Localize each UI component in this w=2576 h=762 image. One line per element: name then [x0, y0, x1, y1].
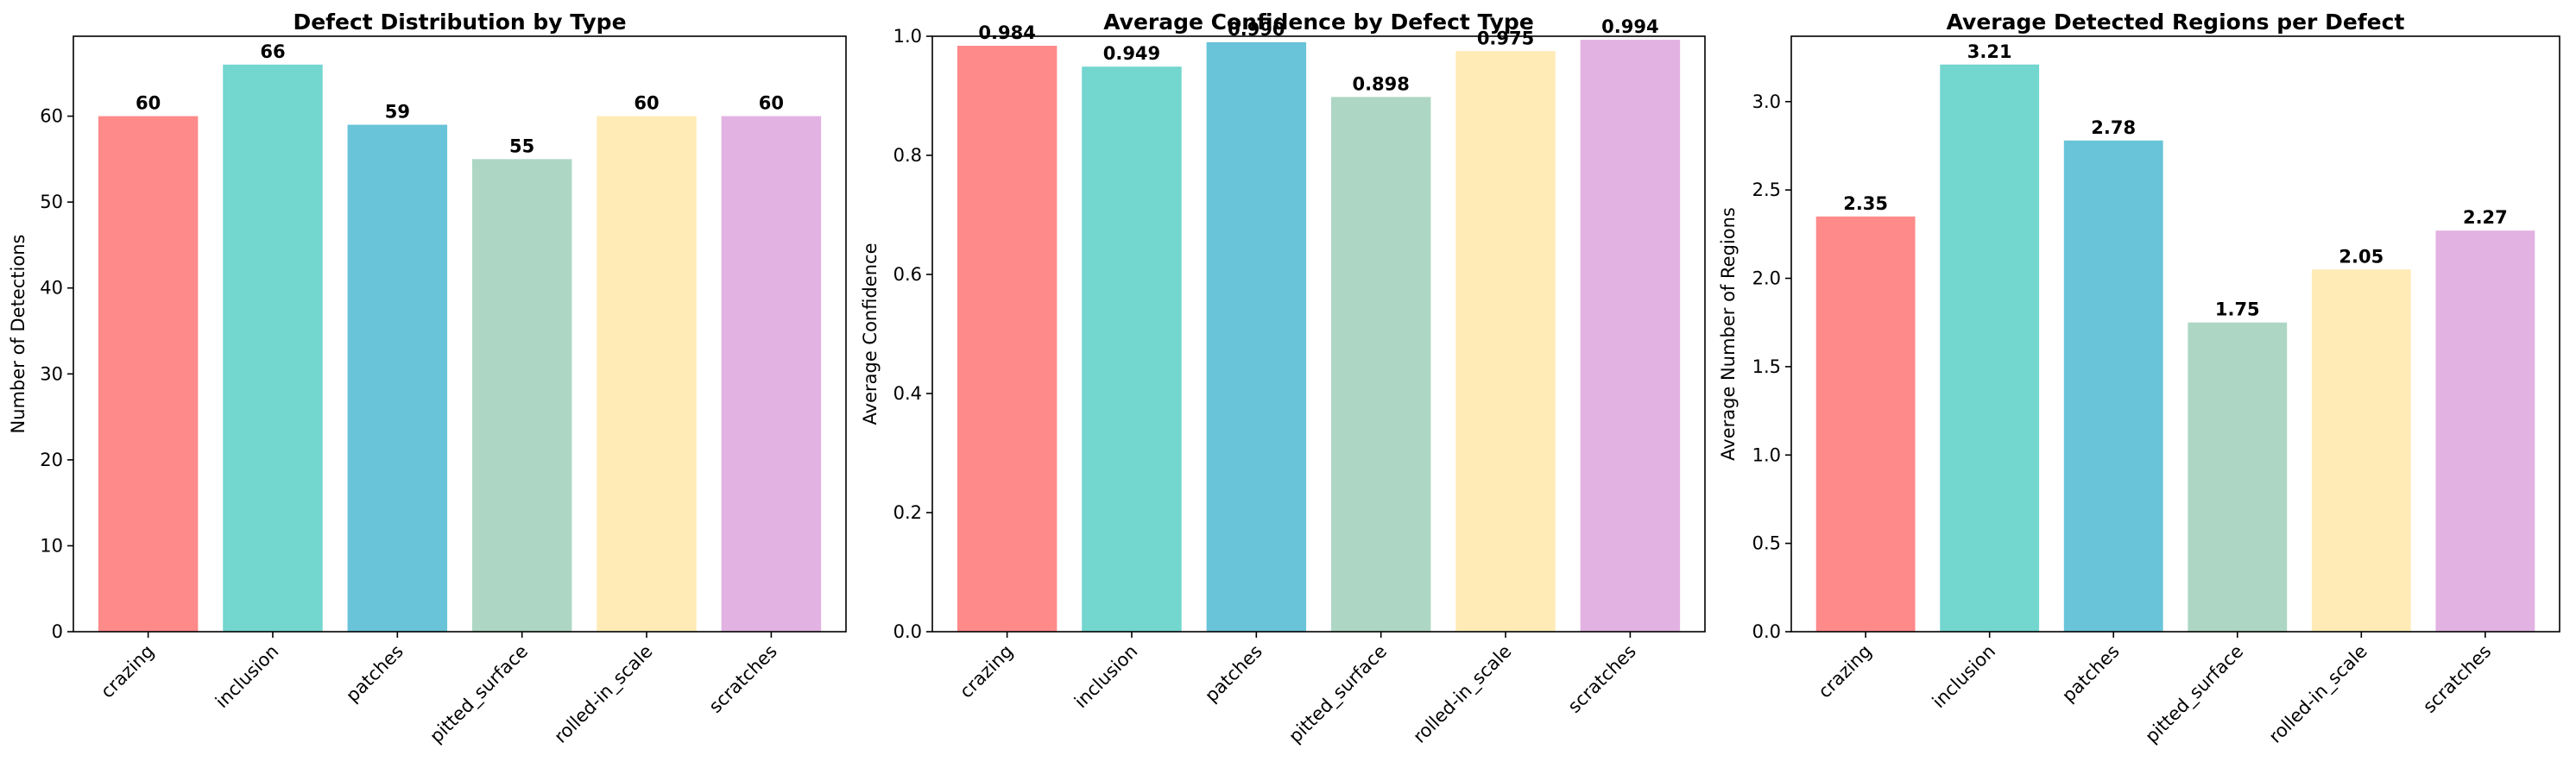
- x-axis-ticks: crazing inclusion patches pitted_surface rol…: [1815, 632, 2495, 748]
- x-tick-label: scratches: [2419, 641, 2495, 717]
- bar-crazing: [1815, 216, 1916, 633]
- x-tick-label: patches: [2058, 641, 2124, 707]
- chart-title: Average Confidence by Defect Type: [1103, 9, 1534, 35]
- y-tick-label: 2.5: [1752, 179, 1781, 200]
- x-tick-label: inclusion: [1070, 641, 1142, 713]
- x-axis-ticks: crazing inclusion patches pitted_surface rol…: [956, 632, 1640, 748]
- bar-scratches: [2435, 230, 2535, 632]
- x-tick-label: patches: [342, 641, 407, 707]
- y-tick-label: 40: [40, 278, 63, 299]
- data-label: 3.21: [1967, 41, 2012, 62]
- y-tick-label: 20: [40, 450, 63, 470]
- bar-crazing: [98, 116, 199, 632]
- axes-frame: [73, 35, 847, 633]
- x-tick-label: pitted_surface: [426, 641, 533, 748]
- y-axis-ticks: 0 10 20 30 40 50 60: [40, 106, 73, 642]
- y-tick-label: 0.6: [893, 264, 922, 285]
- data-label: 0.898: [1352, 73, 1409, 94]
- data-label: 1.75: [2215, 299, 2260, 320]
- bar-scratches: [721, 116, 822, 632]
- x-tick-label: pitted_surface: [1285, 641, 1392, 748]
- bar-pitted_surface: [2188, 322, 2288, 632]
- x-tick-label: rolled-in_scale: [2265, 641, 2372, 748]
- bar-inclusion: [1940, 64, 2040, 632]
- bar-pitted_surface: [1330, 97, 1431, 632]
- y-axis-label: Average Confidence: [860, 243, 881, 425]
- x-tick-label: scratches: [1564, 641, 1640, 717]
- chart-title: Average Detected Regions per Defect: [1947, 9, 2405, 35]
- y-tick-label: 1.0: [893, 26, 922, 47]
- bars: [1815, 64, 2535, 633]
- x-tick-label: patches: [1201, 641, 1266, 707]
- x-tick-label: pitted_surface: [2141, 641, 2248, 748]
- bar-rolled-in_scale: [1455, 51, 1556, 632]
- data-label: 66: [260, 41, 285, 62]
- y-axis-ticks: 0.0 0.2 0.4 0.6 0.8 1.0: [893, 26, 932, 642]
- y-tick-label: 1.0: [1752, 444, 1781, 465]
- x-tick-label: crazing: [956, 641, 1017, 702]
- x-tick-label: inclusion: [1929, 641, 2000, 713]
- y-tick-label: 3.0: [1752, 91, 1781, 112]
- x-axis-ticks: crazing inclusion patches pitted_surface rol…: [97, 632, 781, 748]
- chart-title: Defect Distribution by Type: [293, 9, 626, 35]
- average-regions-chart: Average Detected Regions per Defect Aver…: [1718, 9, 2560, 748]
- x-tick-label: rolled-in_scale: [550, 641, 657, 748]
- y-tick-label: 0.4: [893, 383, 922, 404]
- data-labels: 2.35 3.21 2.78 1.75 2.05 2.27: [1843, 41, 2508, 320]
- data-label: 0.949: [1103, 43, 1160, 64]
- data-label: 2.35: [1843, 193, 1888, 214]
- bar-rolled-in_scale: [597, 116, 697, 632]
- bars: [98, 64, 822, 633]
- y-tick-label: 0.5: [1752, 533, 1781, 554]
- y-axis-label: Number of Detections: [8, 235, 28, 434]
- bar-patches: [347, 124, 448, 633]
- y-tick-label: 30: [40, 363, 63, 384]
- bar-scratches: [1580, 40, 1681, 632]
- data-label: 59: [385, 102, 410, 123]
- x-tick-label: scratches: [705, 641, 781, 717]
- data-label: 0.984: [978, 22, 1035, 43]
- y-tick-label: 0.0: [893, 621, 922, 642]
- bars: [957, 40, 1681, 633]
- y-tick-label: 0: [52, 621, 63, 642]
- y-tick-label: 0.0: [1752, 621, 1781, 642]
- x-tick-label: crazing: [97, 641, 158, 702]
- y-tick-label: 10: [40, 535, 63, 556]
- data-label: 60: [634, 93, 659, 114]
- y-tick-label: 1.5: [1752, 356, 1781, 377]
- data-label: 60: [759, 93, 784, 114]
- data-label: 60: [136, 93, 161, 114]
- x-tick-label: inclusion: [212, 641, 283, 713]
- y-axis-label: Average Number of Regions: [1718, 207, 1739, 461]
- axes-frame: [931, 35, 1706, 633]
- y-tick-label: 0.2: [893, 502, 922, 523]
- x-tick-label: crazing: [1815, 641, 1876, 702]
- data-labels: 60 66 59 55 60 60: [136, 41, 784, 157]
- x-tick-label: rolled-in_scale: [1409, 641, 1516, 748]
- data-label: 0.975: [1477, 28, 1534, 48]
- axes-frame: [1790, 35, 2560, 633]
- y-tick-label: 0.8: [893, 145, 922, 166]
- bar-patches: [2063, 140, 2163, 632]
- bar-inclusion: [1082, 66, 1182, 632]
- y-tick-label: 50: [40, 192, 63, 212]
- data-label: 0.994: [1601, 16, 1658, 37]
- defect-distribution-chart: Defect Distribution by Type Number of De…: [8, 9, 847, 748]
- data-label: 55: [509, 135, 534, 156]
- data-label: 2.78: [2091, 117, 2136, 138]
- bar-pitted_surface: [471, 159, 572, 632]
- y-tick-label: 2.0: [1752, 268, 1781, 289]
- bar-patches: [1206, 41, 1307, 632]
- y-tick-label: 60: [40, 106, 63, 127]
- bar-crazing: [957, 46, 1058, 633]
- data-label: 2.05: [2339, 246, 2383, 267]
- bar-inclusion: [223, 64, 323, 633]
- y-axis-ticks: 0.0 0.5 1.0 1.5 2.0 2.5 3.0: [1752, 91, 1791, 642]
- bar-rolled-in_scale: [2311, 269, 2411, 632]
- data-label: 2.27: [2463, 207, 2508, 228]
